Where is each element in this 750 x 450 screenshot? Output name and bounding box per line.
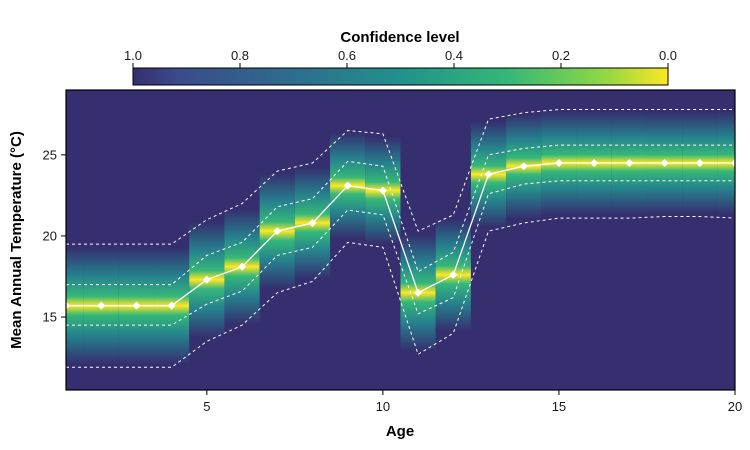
mean-point [273,227,282,236]
mean-point [554,158,563,167]
colorbar-tick-label: 0.0 [659,48,677,63]
mean-point [695,158,704,167]
x-tick-label: 5 [203,399,210,414]
mean-point [449,270,458,279]
mean-point [343,181,352,190]
mean-point [97,301,106,310]
y-tick-label: 25 [43,147,57,162]
plot-area [62,89,739,391]
colorbar: Confidence level 1.0 0.8 0.6 0.4 0.2 0.0 [124,29,677,86]
mean-point [378,186,387,195]
mean-point [519,162,528,171]
mean-point [625,158,634,167]
mean-point [590,158,599,167]
colorbar-tick-label: 1.0 [124,48,142,63]
mean-point [308,218,317,227]
x-tick-label: 15 [552,399,566,414]
x-tick-label: 20 [728,399,742,414]
x-tick-label: 10 [376,399,390,414]
colorbar-tick-label: 0.2 [552,48,570,63]
colorbar-ticks: 1.0 0.8 0.6 0.4 0.2 0.0 [124,48,677,68]
interval-line-inner-upper [66,144,735,286]
mean-point [202,275,211,284]
y-axis-title: Mean Annual Temperature (°C) [8,131,25,349]
mean-line [66,162,735,307]
colorbar-gradient [132,67,669,86]
colorbar-title: Confidence level [340,29,459,46]
interval-line-inner-lower [66,180,735,326]
interval-line-outer-upper [66,109,735,245]
colorbar-tick-label: 0.8 [231,48,249,63]
x-axis: 5 10 15 20 [203,390,742,414]
interval-lines [66,109,736,368]
x-axis-title: Age [386,423,414,440]
mean-point [238,262,247,271]
mean-point [132,301,141,310]
plot-border [65,89,736,391]
y-axis: 15 20 25 [43,147,66,325]
y-tick-label: 15 [43,310,57,325]
mean-series [62,158,739,310]
mean-point [414,288,423,297]
mean-point [660,158,669,167]
mean-point [167,301,176,310]
mean-point [484,170,493,179]
y-tick-label: 20 [43,228,57,243]
colorbar-tick-label: 0.6 [338,48,356,63]
colorbar-tick-label: 0.4 [445,48,463,63]
